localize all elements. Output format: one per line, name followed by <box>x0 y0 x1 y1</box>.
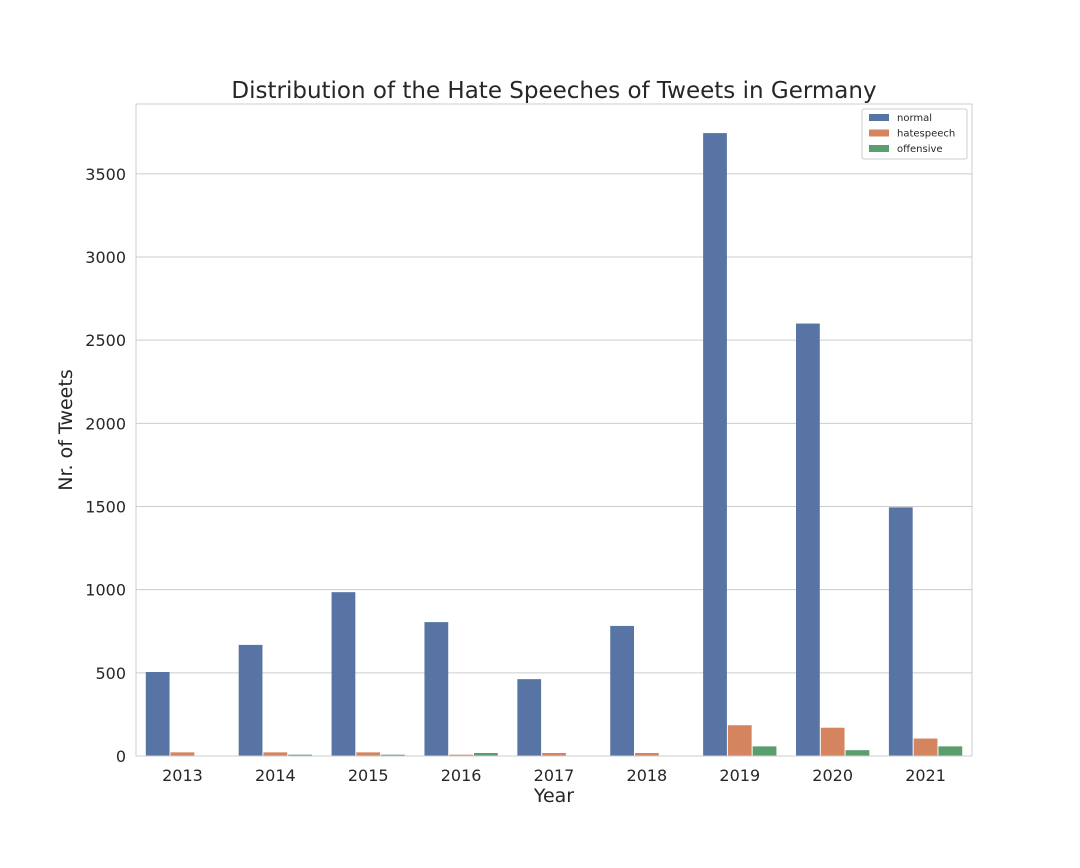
bar-normal-2020 <box>796 323 820 756</box>
bar-normal-2017 <box>517 679 542 756</box>
legend-label-offensive: offensive <box>897 144 943 155</box>
gridlines <box>136 173 972 757</box>
legend-swatch-normal <box>869 114 889 121</box>
bar-series <box>145 133 963 756</box>
y-tick-label: 2000 <box>85 414 126 433</box>
bar-offensive-2014 <box>288 754 312 756</box>
legend: normal hatespeech offensive <box>861 108 968 160</box>
legend-label-normal: normal <box>897 113 932 124</box>
x-axis-label: Year <box>533 785 574 807</box>
x-tick-label: 2018 <box>627 766 668 785</box>
bar-hatespeech-2015 <box>356 752 381 756</box>
x-tick-label: 2021 <box>905 766 946 785</box>
bar-offensive-2019 <box>752 746 777 756</box>
legend-label-hatespeech: hatespeech <box>897 129 955 140</box>
x-tick-label: 2016 <box>441 766 482 785</box>
x-tick-label: 2019 <box>719 766 760 785</box>
y-tick-label: 2500 <box>85 331 126 350</box>
bar-normal-2016 <box>424 622 449 756</box>
bar-offensive-2021 <box>938 746 963 756</box>
y-tick-label: 1500 <box>85 498 126 517</box>
chart-title: Distribution of the Hate Speeches of Twe… <box>231 78 876 104</box>
legend-swatch-offensive <box>869 145 889 152</box>
y-tick-label: 500 <box>95 664 126 683</box>
bar-hatespeech-2016 <box>449 754 473 756</box>
plot-frame <box>135 103 973 757</box>
x-tick-label: 2017 <box>534 766 575 785</box>
bar-hatespeech-2019 <box>727 725 752 756</box>
bar-offensive-2020 <box>845 750 870 756</box>
bar-normal-2019 <box>703 133 727 756</box>
bar-hatespeech-2014 <box>263 752 288 756</box>
bar-offensive-2015 <box>381 754 405 756</box>
bar-normal-2015 <box>331 592 356 756</box>
bar-normal-2018 <box>610 625 635 756</box>
y-axis-label: Nr. of Tweets <box>55 369 77 490</box>
y-tick-label: 0 <box>116 747 126 766</box>
x-tick-label: 2015 <box>348 766 389 785</box>
x-tick-label: 2014 <box>255 766 296 785</box>
bar-hatespeech-2017 <box>542 753 566 756</box>
bar-hatespeech-2018 <box>635 753 659 756</box>
bar-hatespeech-2020 <box>820 727 845 756</box>
legend-swatch-hatespeech <box>869 129 889 137</box>
bar-normal-2021 <box>888 507 913 756</box>
y-tick-label: 3000 <box>85 248 126 267</box>
bar-offensive-2016 <box>473 753 498 756</box>
bar-hatespeech-2021 <box>913 738 938 756</box>
x-tick-label: 2020 <box>812 766 853 785</box>
y-tick-label: 3500 <box>85 165 126 184</box>
x-tick-label: 2013 <box>162 766 203 785</box>
bar-hatespeech-2013 <box>170 752 195 756</box>
y-tick-label: 1000 <box>85 581 126 600</box>
y-tick-labels: 0 500 1000 1500 2000 2500 3000 3500 <box>85 165 126 766</box>
bar-normal-2014 <box>238 644 263 756</box>
bar-normal-2013 <box>145 672 170 756</box>
x-tick-labels: 2013 2014 2015 2016 2017 2018 2019 2020 2021 <box>162 766 946 785</box>
